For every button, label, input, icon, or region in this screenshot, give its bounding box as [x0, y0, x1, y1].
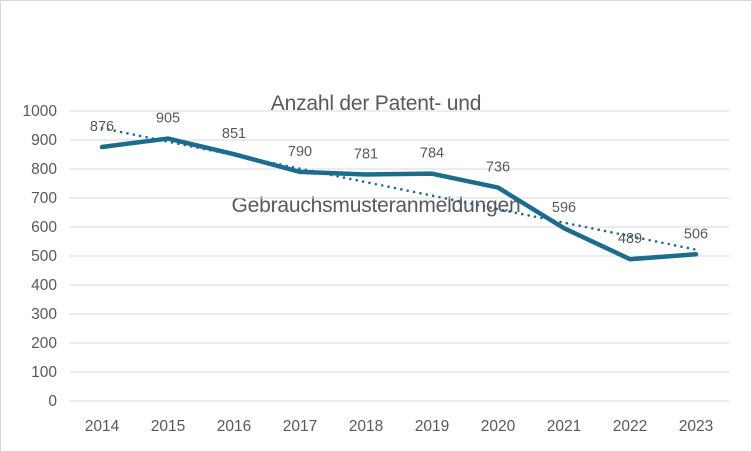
x-axis-label: 2019: [415, 418, 449, 435]
y-axis-label: 500: [31, 248, 57, 265]
data-label: 790: [288, 144, 312, 160]
y-axis-label: 300: [31, 306, 57, 323]
y-axis-label: 700: [31, 190, 57, 207]
series-line: [99, 136, 699, 262]
x-axis-label: 2016: [217, 418, 251, 435]
data-label: 781: [354, 147, 378, 163]
x-axis-label: 2017: [283, 418, 317, 435]
data-label: 876: [90, 119, 114, 135]
data-label: 851: [222, 126, 246, 142]
x-axis-label: 2021: [547, 418, 581, 435]
y-axis-label: 0: [48, 393, 57, 410]
y-axis-label: 100: [31, 364, 57, 381]
y-axis-label: 800: [31, 161, 57, 178]
x-axis-label: 2014: [85, 418, 120, 435]
x-axis-label: 2023: [679, 418, 713, 435]
y-axis-label: 400: [31, 277, 57, 294]
y-axis-label: 900: [31, 132, 57, 149]
y-axis-label: 1000: [23, 103, 58, 120]
chart-title-line-1: Anzahl der Patent- und: [270, 92, 482, 115]
data-label: 596: [552, 200, 576, 216]
x-axis-label: 2018: [349, 418, 383, 435]
chart-title-line-2: Gebrauchsmusteranmeldungen: [231, 194, 521, 217]
data-label: 905: [156, 111, 180, 127]
y-axis-label: 200: [31, 335, 57, 352]
data-label: 784: [420, 146, 444, 162]
x-axis-label: 2022: [613, 418, 647, 435]
x-axis-label: 2020: [481, 418, 516, 435]
data-label: 506: [684, 226, 708, 242]
data-label: 736: [486, 160, 510, 176]
y-axis-label: 600: [31, 219, 57, 236]
data-label: 489: [618, 231, 642, 247]
x-axis-label: 2015: [151, 418, 185, 435]
chart-title: Anzahl der Patent- und Gebrauchsmusteran…: [1, 19, 751, 291]
